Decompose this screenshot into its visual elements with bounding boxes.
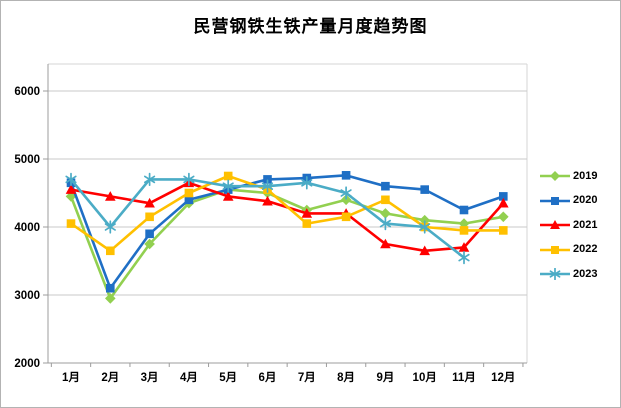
legend-label-2022: 2022 [573, 243, 598, 256]
series-2022-marker-11 [459, 226, 469, 235]
series-2022-marker-12 [499, 226, 508, 235]
legend-marker-2019 [550, 171, 560, 182]
legend-key-2022 [540, 245, 570, 254]
x-axis-label-1: 1月 [62, 371, 80, 384]
series-2023-marker-10 [419, 220, 431, 234]
chart-legend: 2019 2020 2021 2022 2023 [540, 164, 620, 287]
legend-item-2019: 2019 [540, 164, 620, 189]
x-axis-label-6: 6月 [259, 371, 277, 384]
x-axis-label-3: 3月 [141, 371, 159, 384]
legend-marker-2021 [550, 220, 560, 230]
series-2020-marker-4 [184, 195, 194, 205]
series-2022-marker-3 [145, 212, 154, 222]
x-axis-label-9: 9月 [376, 371, 394, 384]
legend-label-2020: 2020 [573, 194, 598, 207]
x-axis-label-12: 12月 [491, 371, 515, 384]
series-2019-marker-2 [105, 293, 116, 304]
series-2022-marker-9 [381, 195, 390, 205]
series-2019-marker-8 [340, 194, 352, 206]
series-2021-line [70, 181, 505, 253]
legend-label-2021: 2021 [573, 218, 598, 231]
series-2023-marker-7 [301, 176, 313, 190]
series-2023-marker-4 [183, 172, 195, 187]
series-2021-marker-2 [105, 191, 116, 201]
series-2020-marker-2 [106, 283, 115, 293]
series-2022-marker-4 [184, 188, 194, 198]
y-axis-label-2000: 2000 [14, 358, 40, 370]
legend-item-2022: 2022 [540, 238, 620, 263]
series-2021-marker-10 [419, 245, 430, 256]
legend-item-2020: 2020 [540, 189, 620, 214]
series-2023-marker-5 [222, 179, 234, 193]
series-2023-marker-11 [458, 250, 470, 265]
legend-key-2020 [540, 196, 570, 205]
legend-item-2021: 2021 [540, 213, 620, 238]
legend-label-2023: 2023 [573, 267, 598, 280]
series-2023-marker-9 [379, 216, 392, 231]
x-axis-label-7: 7月 [298, 371, 316, 384]
series-2022-line [70, 174, 504, 253]
legend-marker-2020 [551, 196, 559, 205]
chart-title: 民营钢铁生铁产量月度趋势图 [193, 17, 428, 36]
series-2023 [65, 172, 470, 265]
series-2019-marker-12 [498, 211, 509, 223]
legend-key-2021 [540, 220, 570, 230]
x-axis-label-10: 10月 [413, 371, 437, 384]
series-2020-marker-11 [459, 205, 469, 215]
series-2022-marker-5 [223, 171, 233, 181]
series-2022-marker-2 [106, 246, 115, 256]
series-2019-line [69, 188, 504, 300]
series-2021-marker-5 [222, 191, 234, 201]
series-2023-marker-1 [65, 172, 77, 187]
x-axis-label-2: 2月 [101, 371, 119, 384]
series-2021-marker-1 [65, 184, 77, 194]
series-2020-line [69, 174, 504, 290]
series-2022-marker-7 [302, 219, 312, 228]
series-2023-marker-2 [104, 220, 116, 234]
x-axis-label-5: 5月 [219, 371, 237, 384]
series-2023-marker-8 [340, 186, 352, 200]
series-2019-marker-3 [144, 238, 155, 250]
series-2020-marker-12 [499, 192, 508, 201]
legend-marker-2022 [551, 245, 559, 254]
y-axis-label-3000: 3000 [14, 290, 40, 302]
x-axis-label-11: 11月 [452, 371, 476, 384]
legend-item-2023: 2023 [540, 262, 620, 287]
series-2021-marker-9 [380, 238, 391, 249]
series-2020-marker-3 [145, 229, 154, 239]
series-2021-marker-7 [301, 208, 313, 218]
series-2021-marker-12 [498, 197, 509, 208]
series-2023-marker-3 [143, 172, 156, 187]
y-axis-label-5000: 5000 [14, 154, 40, 166]
series-2019-marker-9 [380, 208, 391, 219]
series-2023-marker-6 [261, 179, 274, 193]
legend-marker-2023 [549, 268, 561, 281]
series-2020-marker-8 [341, 171, 351, 180]
series-2020-marker-9 [381, 181, 390, 191]
series-2022-marker-8 [341, 212, 351, 222]
legend-key-2023 [540, 268, 570, 281]
legend-key-2019 [540, 171, 570, 182]
x-axis-label-4: 4月 [180, 371, 198, 384]
series-2021-marker-3 [144, 197, 155, 208]
series-2019-marker-10 [419, 214, 430, 226]
y-axis-label-4000: 4000 [14, 222, 40, 234]
x-axis-label-8: 8月 [337, 371, 355, 384]
series-2021 [65, 177, 509, 256]
series-2020-marker-6 [263, 175, 272, 184]
series-2020-marker-10 [420, 185, 429, 194]
y-axis-label-6000: 6000 [14, 86, 40, 98]
legend-label-2019: 2019 [573, 169, 598, 182]
series-2022-marker-1 [66, 219, 76, 228]
series-2021-marker-6 [262, 195, 273, 206]
series-2021-marker-11 [458, 242, 470, 252]
